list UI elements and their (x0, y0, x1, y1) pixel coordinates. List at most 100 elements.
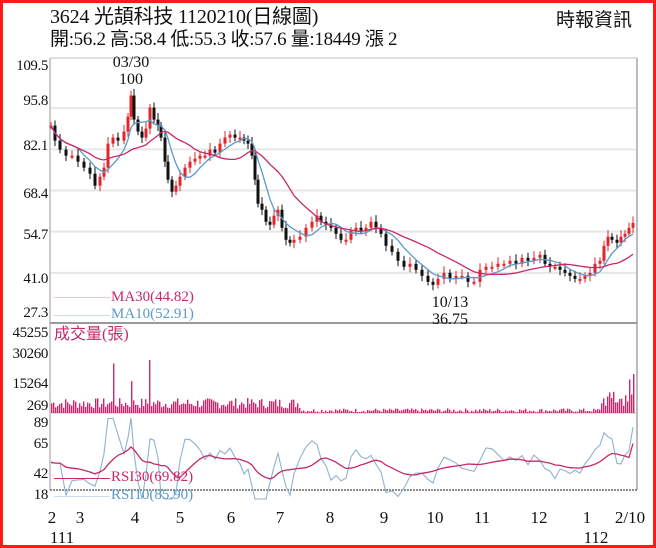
candle-body (304, 227, 308, 237)
volume-bar (561, 408, 563, 413)
volume-bar (403, 409, 405, 413)
volume-bar (313, 409, 315, 413)
volume-bar (135, 404, 137, 413)
candle-body (260, 203, 264, 210)
volume-bar (511, 410, 513, 413)
candle-body (553, 266, 557, 269)
volume-bar (347, 409, 349, 413)
volume-bar (89, 403, 91, 413)
rsi10-legend-line (54, 496, 110, 497)
volume-bar (271, 401, 273, 413)
volume-bar (503, 411, 505, 413)
x-tick: 2/10 (614, 508, 646, 527)
volume-bar (607, 396, 609, 413)
volume-bar (555, 410, 557, 413)
candle-body (478, 269, 482, 282)
volume-bar (417, 410, 419, 413)
x-tick: 2 (47, 508, 57, 527)
volume-bar (479, 409, 481, 413)
rsi10-legend: RSI10(85.90) (111, 487, 194, 503)
candle-body (82, 161, 86, 168)
volume-bar (409, 410, 411, 413)
volume-bar (537, 411, 539, 413)
volume-bar (363, 411, 365, 413)
price-y-tick: 68.4 (23, 186, 48, 202)
volume-bar (87, 402, 89, 413)
volume-bar (329, 410, 331, 413)
volume-bar (321, 409, 323, 413)
volume-bar (171, 404, 173, 413)
volume-bar (575, 411, 577, 413)
volume-bar (407, 408, 409, 413)
candle-body (315, 215, 319, 222)
candle-body (508, 260, 512, 264)
volume-bar (567, 408, 569, 413)
volume-bar (169, 408, 171, 413)
volume-y-tick: 269 (26, 398, 49, 414)
volume-bar (393, 410, 395, 413)
candle-body (339, 233, 343, 240)
volume-bar (189, 403, 191, 413)
volume-bar (349, 411, 351, 413)
low-annotation-date: 10/13 (431, 294, 469, 311)
volume-bar (185, 403, 187, 413)
rsi-y-tick: 65 (33, 436, 49, 452)
volume-bar (105, 406, 107, 413)
candle-body (188, 161, 192, 168)
volume-bar (373, 410, 375, 413)
volume-bar (331, 410, 333, 413)
candle-body (431, 281, 435, 285)
volume-bar (343, 408, 345, 413)
volume-bar (121, 403, 123, 413)
x-tick: 9 (379, 508, 389, 527)
x-tick: 10 (426, 508, 444, 527)
volume-bar (489, 409, 491, 413)
volume-bar (231, 400, 233, 413)
volume-bar (199, 407, 201, 413)
price-y-tick: 54.7 (23, 227, 48, 243)
candle-body (490, 266, 494, 269)
volume-bar (175, 401, 177, 413)
candle-body (402, 260, 406, 267)
candle-body (178, 176, 182, 186)
price-y-tick: 95.8 (23, 93, 48, 109)
volume-bar (97, 398, 99, 413)
volume-bar (427, 410, 429, 413)
volume-bar (531, 411, 533, 413)
volume-bar (483, 408, 485, 413)
candle-body (558, 266, 562, 270)
volume-y-tick: 45255 (12, 325, 48, 341)
volume-bar (113, 363, 115, 413)
volume-bar (375, 408, 377, 413)
volume-bar (265, 408, 267, 413)
volume-bar (617, 402, 619, 413)
volume-bar (217, 402, 219, 413)
volume-bar (133, 400, 135, 413)
volume-bar (461, 411, 463, 413)
volume-bar (293, 399, 295, 413)
volume-bar (593, 408, 595, 413)
volume-bar (237, 408, 239, 413)
volume-bar (539, 409, 541, 413)
volume-bar (275, 399, 277, 413)
volume-bar (505, 410, 507, 413)
candle-body (514, 260, 518, 264)
volume-bar (619, 398, 621, 413)
candle-body (532, 257, 536, 261)
volume-bar (425, 409, 427, 413)
volume-bar (527, 411, 529, 413)
volume-bar (279, 399, 281, 413)
volume-bar (633, 374, 635, 413)
candle-body (246, 140, 250, 144)
rsi30-legend-line (54, 478, 110, 479)
volume-bar (145, 399, 147, 413)
volume-bar (219, 408, 221, 413)
high-annotation-value: 100 (119, 71, 143, 88)
volume-bar (203, 400, 205, 413)
volume-bar (515, 412, 517, 413)
volume-bar (57, 405, 59, 413)
volume-bar (255, 403, 257, 413)
volume-bar (557, 411, 559, 413)
candle-body (496, 263, 500, 267)
